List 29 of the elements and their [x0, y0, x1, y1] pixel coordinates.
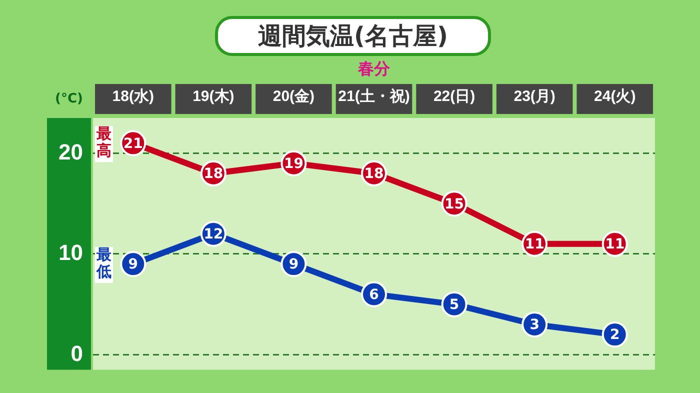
- x-tick-label: 19(木): [192, 88, 234, 106]
- data-label: 12: [204, 226, 224, 242]
- data-label: 9: [128, 256, 138, 273]
- data-label: 2: [610, 327, 620, 344]
- data-label: 19: [284, 156, 304, 172]
- text: 春分: [357, 59, 391, 78]
- y-axis-title: (°C): [55, 91, 83, 106]
- data-label: 21: [123, 136, 143, 152]
- data-label: 9: [288, 256, 299, 273]
- series-label: 最低: [96, 245, 112, 280]
- x-tick-label: 22(日): [433, 88, 476, 106]
- data-label: 18: [204, 166, 224, 182]
- data-label: 3: [530, 317, 540, 334]
- data-label: 5: [449, 296, 460, 313]
- data-label: 15: [444, 196, 464, 212]
- x-tick-label: 23(月): [514, 88, 556, 106]
- data-label: 18: [364, 166, 384, 182]
- series-label: 最高: [96, 124, 112, 160]
- data-label: 11: [605, 236, 625, 253]
- x-tick-label: 18(水): [112, 88, 154, 106]
- data-label: 11: [524, 236, 544, 253]
- y-tick-label: 20: [58, 139, 83, 164]
- y-tick-label: 0: [70, 340, 83, 366]
- x-tick-label: 20(金): [272, 88, 315, 106]
- chart-title: 週間気温(名古屋): [215, 16, 491, 56]
- x-tick-label: 21(土・祝): [338, 88, 410, 106]
- x-tick-label: 24(火): [594, 88, 636, 106]
- data-label: 6: [369, 286, 379, 303]
- y-tick-label: 10: [58, 240, 83, 266]
